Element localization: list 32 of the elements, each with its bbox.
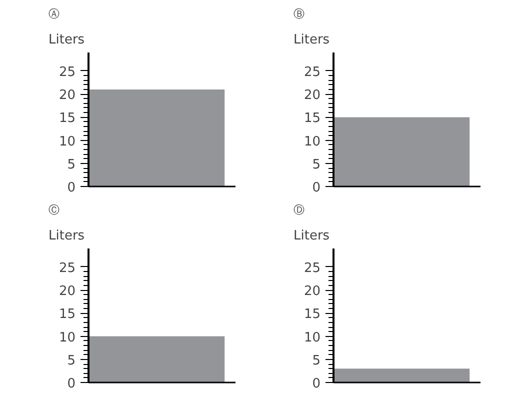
y-tick-label: 15 [58, 111, 76, 126]
chart-title: Ⓓ [294, 204, 304, 216]
y-tick-label: 0 [312, 180, 321, 196]
chart-title: Ⓒ [48, 204, 60, 216]
chart-title: Ⓑ [294, 8, 304, 20]
y-tick-label: 5 [67, 353, 76, 368]
y-tick-label: 10 [58, 134, 76, 150]
y-tick-label: 15 [304, 111, 321, 126]
y-tick-label: 10 [304, 134, 321, 150]
y-tick-label: 20 [58, 88, 76, 104]
y-tick-label: 20 [304, 284, 321, 300]
y-tick-label: 10 [304, 330, 321, 346]
y-tick-label: 15 [304, 307, 321, 322]
y-tick-label: 25 [58, 64, 76, 80]
y-tick-label: 25 [304, 260, 321, 276]
y-tick-label: 0 [312, 376, 321, 392]
y-tick-label: 0 [67, 180, 76, 196]
y-tick-label: 25 [304, 64, 321, 80]
y-tick-label: 0 [67, 376, 76, 392]
y-tick-label: 5 [312, 157, 321, 172]
y-axis-title: Liters [48, 228, 85, 244]
y-tick-label: 20 [304, 88, 321, 104]
chart-title: Ⓐ [48, 8, 60, 20]
y-tick-label: 10 [58, 330, 76, 346]
y-tick-label: 5 [312, 353, 321, 368]
y-axis-title: Liters [48, 32, 85, 48]
y-axis-title: Liters [294, 228, 330, 244]
y-tick-label: 25 [58, 260, 76, 276]
y-tick-label: 5 [67, 157, 76, 172]
y-axis-title: Liters [294, 32, 330, 48]
y-tick-label: 15 [58, 307, 76, 322]
y-tick-label: 20 [58, 284, 76, 300]
